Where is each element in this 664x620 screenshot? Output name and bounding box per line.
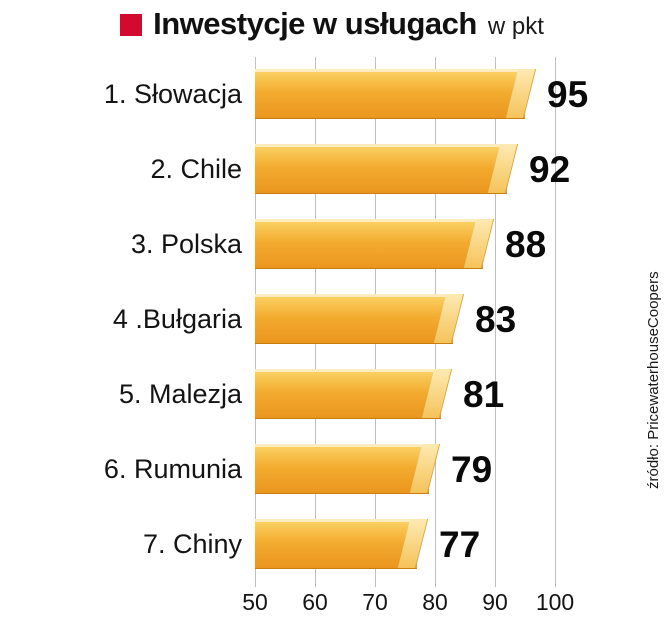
bar-label: 4 .Bułgaria xyxy=(112,304,242,334)
bar-row: 4 .Bułgaria 83 xyxy=(0,282,664,357)
bar-row: 6. Rumunia 79 xyxy=(0,432,664,507)
x-tick-label: 100 xyxy=(535,589,575,615)
x-axis: 50 60 70 80 90 100 xyxy=(242,589,574,617)
bar-row: 2. Chile 92 xyxy=(0,132,664,207)
bar-label: 7. Chiny xyxy=(142,529,242,559)
bar-end-cap xyxy=(409,444,441,493)
gridline xyxy=(495,57,496,587)
bar-label: 6. Rumunia xyxy=(103,454,242,484)
bar-label: 3. Polska xyxy=(130,229,242,259)
bar-end-cap xyxy=(487,144,519,193)
bar xyxy=(255,369,453,418)
bar-end-cap xyxy=(463,219,495,268)
bar-chart: 1. Słowacja 95 2. Chile 92 3. Polska 88 … xyxy=(0,55,664,615)
gridline xyxy=(555,57,556,587)
bar-value: 88 xyxy=(505,224,547,265)
bar-row: 1. Słowacja 95 xyxy=(0,57,664,132)
chart-unit-label: w pkt xyxy=(487,13,544,40)
bar-label: 5. Malezja xyxy=(118,379,242,409)
bar-label: 1. Słowacja xyxy=(103,79,242,109)
bar xyxy=(255,294,465,343)
bar-value: 92 xyxy=(529,149,571,190)
bar-row: 5. Malezja 81 xyxy=(0,357,664,432)
bar xyxy=(255,519,429,568)
bar-row: 7. Chiny 77 xyxy=(0,507,664,582)
bar-label: 2. Chile xyxy=(150,154,242,184)
bar-row: 3. Polska 88 xyxy=(0,207,664,282)
bar-end-cap xyxy=(505,69,537,118)
bar-value: 81 xyxy=(463,374,505,415)
legend-square-icon xyxy=(120,14,143,36)
chart-title: Inwestycje w usługach xyxy=(153,6,477,41)
bar-value: 79 xyxy=(451,449,493,490)
chart-header: Inwestycje w usługach w pkt xyxy=(0,6,664,42)
bar xyxy=(255,444,441,493)
source-credit: źródło: PricewaterhouseCoopers xyxy=(645,271,662,489)
bar xyxy=(255,69,537,118)
bar-value: 77 xyxy=(439,524,481,565)
bar-value: 95 xyxy=(547,74,589,115)
bar-end-cap xyxy=(397,519,429,568)
bar-end-cap xyxy=(433,294,465,343)
bar xyxy=(255,144,519,193)
bar-value: 83 xyxy=(475,299,517,340)
x-tick-label: 60 xyxy=(302,589,328,615)
x-tick-label: 70 xyxy=(362,589,388,615)
x-tick-label: 50 xyxy=(242,589,268,615)
bar-end-cap xyxy=(421,369,453,418)
bar xyxy=(255,219,495,268)
x-tick-label: 80 xyxy=(422,589,448,615)
chart-rows: 1. Słowacja 95 2. Chile 92 3. Polska 88 … xyxy=(0,57,664,582)
x-tick-label: 90 xyxy=(482,589,508,615)
